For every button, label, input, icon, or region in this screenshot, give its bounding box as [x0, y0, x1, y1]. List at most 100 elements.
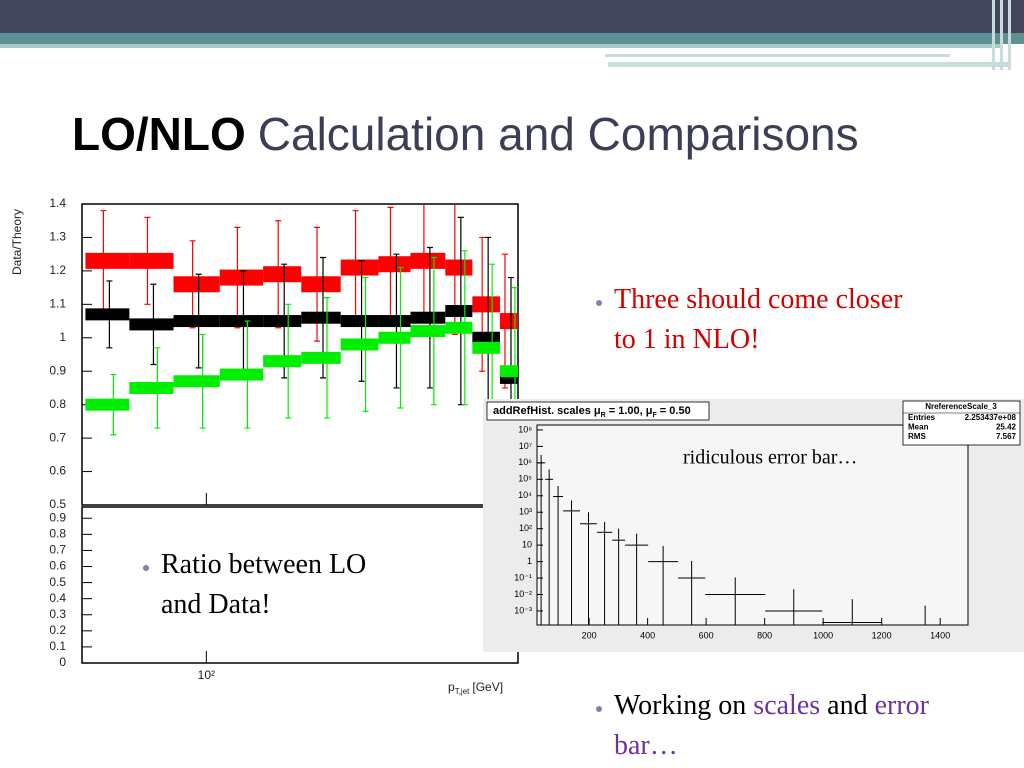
title-part: R [601, 412, 606, 419]
stats-label: Mean [908, 423, 929, 432]
x-tick-label: 10² [198, 668, 215, 682]
y-tick-label: 10² [519, 523, 532, 533]
y-tick-label: 1.2 [49, 263, 66, 277]
band-box [129, 318, 174, 331]
title-part: = 0.50 [657, 405, 691, 417]
bullet-text: scales [753, 690, 821, 721]
band-box [301, 311, 341, 324]
bullet: Ratio between LO and Data! [161, 545, 376, 625]
top-stripe [0, 33, 1024, 44]
corner-stripe [1008, 0, 1011, 70]
y-tick-label: 0.7 [49, 430, 66, 444]
y-tick-label: 10⁷ [519, 441, 532, 451]
y-tick-label: 1.4 [49, 196, 66, 210]
bullet-text: and [820, 690, 875, 721]
y-tick-label: 10⁵ [518, 474, 532, 484]
x-tick-label: 1400 [930, 630, 950, 640]
band-box [410, 325, 446, 338]
title-part: = 1.00, μ [606, 405, 653, 417]
bullet: Working on scales and error bar… [614, 686, 974, 766]
plot-frame [81, 506, 519, 664]
x-label-sub: T,jet [455, 687, 470, 696]
y-tick-label: 0.3 [49, 607, 66, 621]
stats-box [902, 400, 1021, 446]
band-box [499, 313, 518, 330]
band-box [219, 269, 264, 286]
y-tick-label: 10⁻² [514, 589, 532, 599]
band-box [301, 276, 341, 293]
band-box [410, 252, 446, 269]
y-tick-label: 10⁴ [518, 490, 532, 500]
stats-label: Entries [908, 413, 936, 422]
band-box [472, 296, 500, 313]
ratio-plot: 0.5 0.6 0.7 0.8 0.9 1 1.1 1.2 1.3 1.4 0 0.1 0.2 0.3 0.… [10, 196, 519, 696]
y-tick-label: 0 [59, 655, 66, 669]
band-box [445, 259, 473, 276]
slide-title: LO/NLO Calculation and Comparisons [72, 108, 859, 160]
top-bar [0, 0, 1024, 33]
y-tick-label: 0.9 [49, 363, 66, 377]
band-box [263, 315, 302, 328]
y-tick-label: 0.6 [49, 464, 66, 478]
annotation: ridiculous error bar… [683, 447, 857, 469]
stats-value: 25.42 [996, 423, 1017, 432]
title-part: F [652, 412, 657, 419]
corner-stripe [992, 0, 995, 70]
band-box [85, 308, 130, 321]
top-line [0, 44, 1000, 48]
band-box [219, 315, 264, 328]
bullet-list: Ratio between LO and Data! [135, 545, 376, 625]
stats-value: 2.253437e+08 [965, 413, 1017, 422]
title-rest: Calculation and Comparisons [258, 108, 859, 160]
bullet-text: Ratio between LO and Data! [161, 549, 367, 620]
title-part: addRefHist. scales μ [493, 405, 601, 417]
stats-name: NreferenceScale_3 [925, 402, 997, 411]
histogram-plot: 10⁻³ 10⁻² 10⁻¹ 1 10 10² 10³ 10⁴ 10⁵ 10⁶ 10⁷ 10⁸ 200 4… [483, 399, 1024, 652]
bullet-text: error bar… [614, 690, 929, 761]
band-box [129, 252, 174, 269]
y-tick-label: 0.8 [49, 527, 66, 541]
corner-stripe [1000, 0, 1003, 70]
plot-frame [536, 424, 969, 626]
y-tick-label: 10⁻¹ [514, 572, 532, 582]
y-tick-label: 0.1 [49, 639, 66, 653]
y-tick-label: 10⁶ [518, 457, 532, 467]
band-box [173, 276, 220, 293]
stats-value: 7.567 [996, 432, 1017, 441]
bullet-text: Three should come closer to 1 in NLO! [614, 284, 903, 355]
band-box [340, 338, 379, 351]
band-box [378, 256, 411, 273]
bullet-list: Working on scales and error bar… [588, 686, 974, 766]
band-box [445, 321, 473, 334]
x-tick-label: 1000 [813, 630, 833, 640]
band-box [472, 341, 500, 354]
y-tick-label: 0.5 [49, 575, 66, 589]
bullet-list: Three should come closer to 1 in NLO! [588, 280, 914, 360]
y-tick-label: 10⁻³ [514, 605, 532, 615]
y-tick-label: 0.2 [49, 623, 66, 637]
y-tick-label: 10³ [519, 507, 532, 517]
x-label-unit: [GeV] [472, 680, 503, 694]
band-box [472, 331, 500, 344]
band-box [173, 315, 220, 328]
y-tick-label: 1.3 [49, 230, 66, 244]
y-tick-label: 0.7 [49, 543, 66, 557]
y-tick-label: 0.6 [49, 559, 66, 573]
band-box [410, 311, 446, 324]
band-box [445, 305, 473, 318]
band-box [340, 315, 379, 328]
band-box [263, 266, 302, 283]
data-layer [85, 204, 518, 479]
band-box [378, 331, 411, 344]
x-label-main: p [448, 680, 455, 694]
band-box [301, 351, 341, 364]
title-box [486, 401, 710, 421]
y-tick-label: 10⁸ [518, 424, 532, 434]
x-tick-label: 800 [757, 630, 772, 640]
band-box [85, 398, 130, 411]
band-box [173, 375, 220, 388]
band-box [378, 315, 411, 328]
y-tick-label: 0.5 [49, 497, 66, 511]
band-box [499, 365, 518, 378]
x-tick-label: 400 [640, 630, 655, 640]
